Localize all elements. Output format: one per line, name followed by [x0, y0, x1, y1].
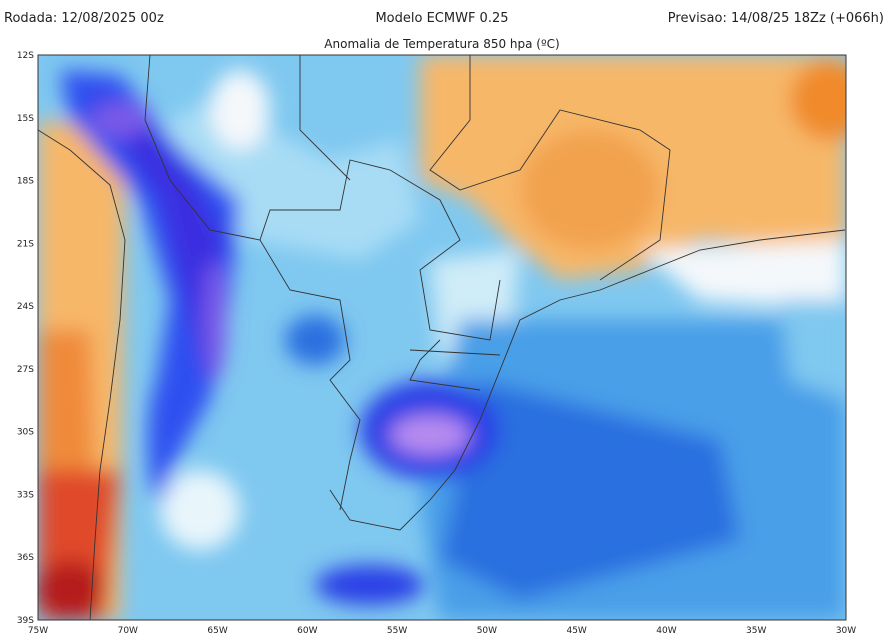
map-frame — [37, 54, 847, 621]
forecast-label: Previsao: 14/08/25 18Zz (+066h) — [668, 11, 884, 26]
lon-label: 50W — [477, 626, 497, 636]
lon-label: 55W — [387, 626, 407, 636]
lat-label: 12S — [17, 51, 34, 61]
lon-label: 65W — [207, 626, 227, 636]
lat-label: 27S — [17, 365, 34, 375]
lat-label: 24S — [17, 302, 34, 312]
lat-label: 30S — [17, 428, 34, 438]
lat-label: 18S — [17, 177, 34, 187]
lon-label: 35W — [746, 626, 766, 636]
map-title: Anomalia de Temperatura 850 hpa (ºC) — [324, 37, 559, 51]
lon-label: 45W — [566, 626, 586, 636]
lon-label: 70W — [118, 626, 138, 636]
lat-label: 39S — [17, 616, 34, 626]
run-label: Rodada: 12/08/2025 00z — [4, 11, 164, 26]
lon-label: 60W — [297, 626, 317, 636]
lon-label: 40W — [656, 626, 676, 636]
model-label: Modelo ECMWF 0.25 — [375, 11, 508, 26]
lat-label: 15S — [17, 114, 34, 124]
lon-label: 75W — [28, 626, 48, 636]
lon-label: 30W — [836, 626, 856, 636]
lat-label: 21S — [17, 239, 34, 249]
anomaly-field — [38, 55, 846, 620]
lat-label: 36S — [17, 553, 34, 563]
lat-label: 33S — [17, 490, 34, 500]
